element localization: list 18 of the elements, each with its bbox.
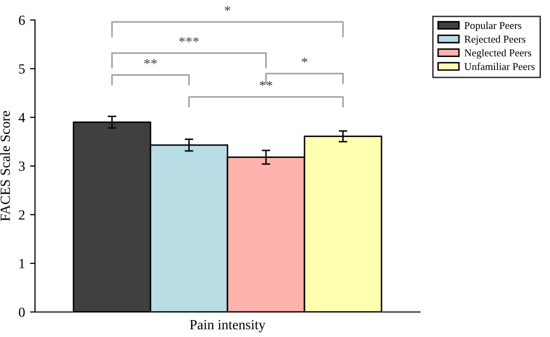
y-tick-label: 6 (18, 16, 25, 25)
y-tick-label: 3 (18, 162, 25, 171)
x-axis-title: Pain intensity (190, 320, 266, 332)
y-tick-label: 4 (18, 113, 26, 122)
annotation: * (302, 58, 308, 63)
y-tick-label: 5 (19, 64, 25, 74)
annotation: ** (260, 80, 272, 86)
text: * (224, 6, 230, 12)
y-tick-label: 2 (18, 210, 25, 220)
annotation: ** (144, 59, 157, 64)
legend-label: Neglected Peers (464, 49, 532, 59)
legend-label: Rejected Peers (464, 35, 526, 45)
legend-label: Popular Peers (464, 22, 522, 32)
annotation: *** (179, 37, 199, 42)
y-tick-label: 0 (18, 308, 25, 317)
y-tick-label: 1 (20, 258, 24, 268)
y-axis-title: FACES Scale Score (0, 111, 10, 222)
legend-label: Unfamiliar Peers (464, 62, 535, 70)
